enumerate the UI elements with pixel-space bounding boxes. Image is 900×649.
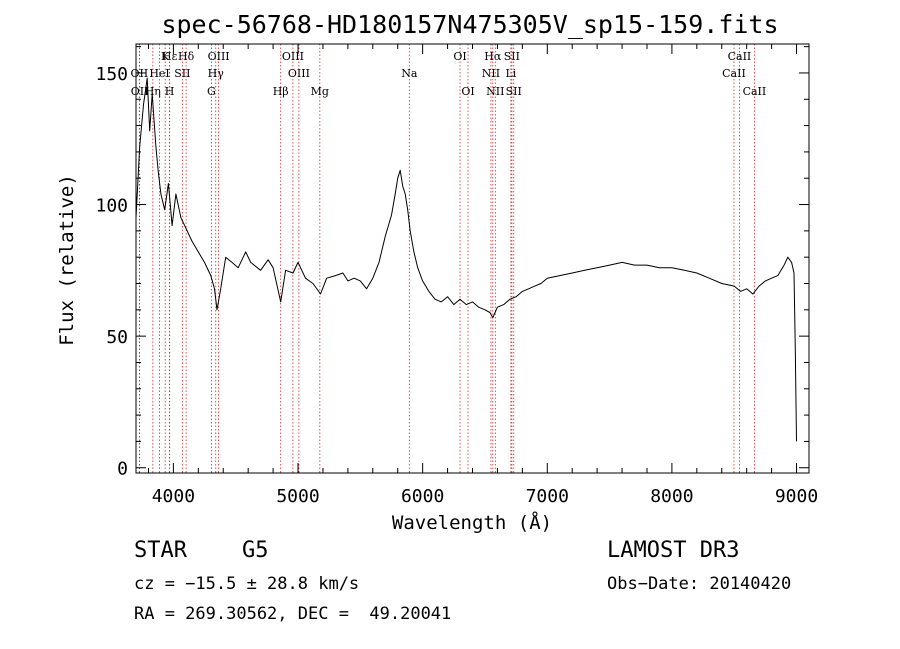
survey-name: LAMOST DR3 bbox=[607, 538, 740, 563]
marker-label: CaII bbox=[722, 67, 746, 80]
marker-label: CaII bbox=[743, 85, 767, 98]
y-tick-label: 150 bbox=[95, 64, 128, 85]
marker-label: Hδ bbox=[178, 50, 195, 63]
object-class: STAR bbox=[134, 538, 187, 563]
marker-label: OI bbox=[453, 50, 466, 63]
x-axis-label: Wavelength (Å) bbox=[392, 511, 552, 534]
marker-label: HeI bbox=[149, 67, 169, 80]
marker-label: G bbox=[207, 85, 216, 98]
plot-frame bbox=[135, 43, 810, 474]
series-layer bbox=[135, 77, 797, 442]
radial-velocity: cz = −15.5 ± 28.8 km/s bbox=[134, 574, 360, 594]
marker-label: Li bbox=[505, 67, 516, 80]
marker-label: H bbox=[165, 85, 175, 98]
marker-label: Hα bbox=[484, 50, 502, 63]
marker-label: SII bbox=[506, 85, 522, 98]
y-axis-label: Flux (relative) bbox=[56, 174, 78, 346]
x-tick-label: 9000 bbox=[775, 486, 818, 507]
marker-label: OIII bbox=[288, 67, 310, 80]
marker-label: Na bbox=[401, 67, 418, 80]
x-tick-label: 8000 bbox=[650, 486, 693, 507]
marker-label: Hγ bbox=[208, 67, 225, 80]
sky-coordinates: RA = 269.30562, DEC = 49.20041 bbox=[134, 604, 452, 624]
marker-label: SII bbox=[174, 67, 190, 80]
x-tick-label: 7000 bbox=[526, 486, 569, 507]
object-subclass: G5 bbox=[242, 538, 269, 563]
marker-label: OI bbox=[461, 85, 474, 98]
marker-label: K bbox=[161, 50, 170, 63]
marker-label: Hβ bbox=[273, 85, 289, 98]
series-flux bbox=[135, 77, 797, 442]
marker-label: OIII bbox=[208, 50, 230, 63]
x-tick-label: 4000 bbox=[152, 486, 195, 507]
marker-label: CaII bbox=[728, 50, 752, 63]
marker-label: NII bbox=[482, 67, 500, 80]
marker-label: SII bbox=[504, 50, 520, 63]
marker-label: OII bbox=[131, 85, 149, 98]
marker-label: Hη bbox=[145, 85, 161, 98]
x-tick-label: 6000 bbox=[401, 486, 444, 507]
observation-date: Obs−Date: 20140420 bbox=[607, 574, 792, 594]
chart-title: spec-56768-HD180157N475305V_sp15-159.fit… bbox=[161, 10, 778, 39]
marker-label: NII bbox=[486, 85, 504, 98]
axis-ticks: 4000 5000 6000 7000 8000 9000 0 50 100 150 bbox=[95, 44, 818, 507]
y-tick-label: 50 bbox=[106, 327, 128, 348]
y-tick-label: 100 bbox=[95, 196, 128, 217]
marker-label: Mg bbox=[311, 85, 329, 98]
x-tick-label: 5000 bbox=[276, 486, 319, 507]
marker-label: OIII bbox=[282, 50, 304, 63]
y-tick-label: 0 bbox=[117, 459, 128, 480]
